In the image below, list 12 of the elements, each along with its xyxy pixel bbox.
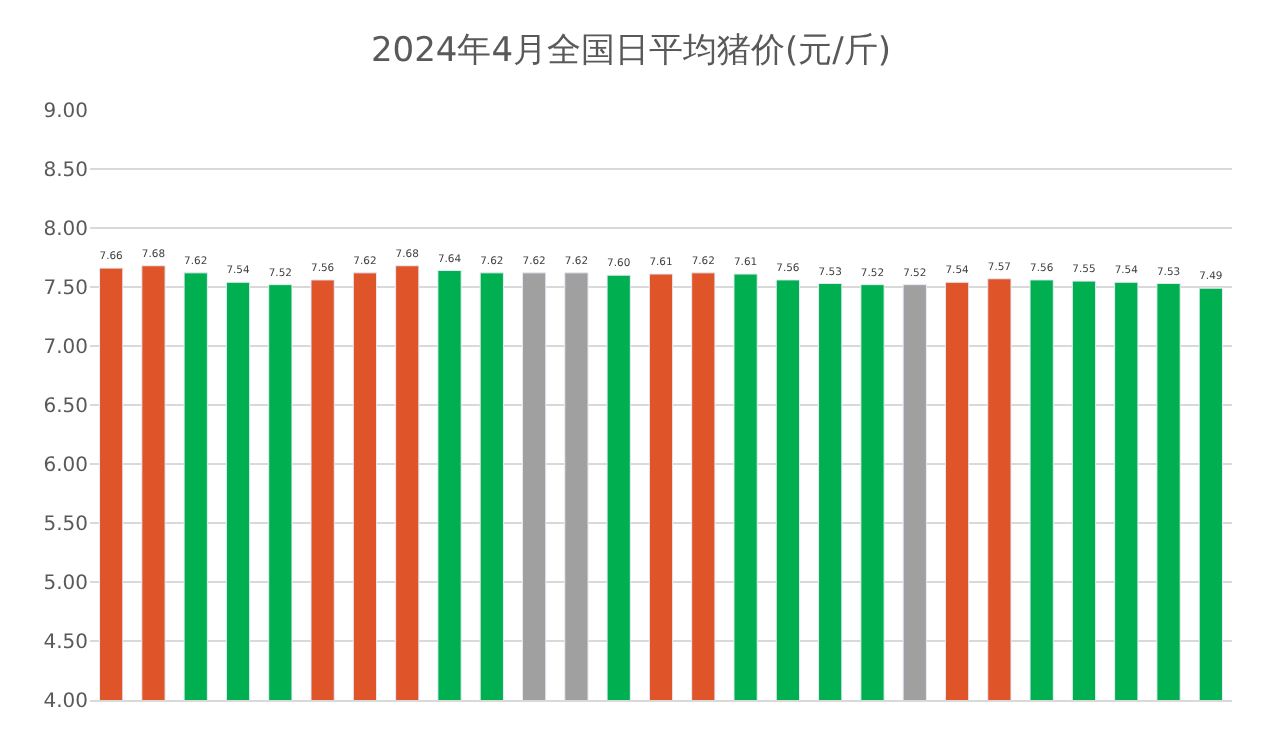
y-tick-label: 5.50 xyxy=(43,514,88,536)
y-tick-label: 7.50 xyxy=(43,278,88,300)
y-tick-label: 7.00 xyxy=(43,337,88,359)
chart-title: 2024年4月全国日平均猪价(元/斤) xyxy=(370,31,892,72)
y-tick-label: 4.50 xyxy=(43,632,88,654)
y-tick-label: 8.00 xyxy=(43,219,88,241)
y-tick-label: 6.50 xyxy=(43,396,88,418)
y-tick-label: 6.00 xyxy=(43,455,88,477)
y-tick-label: 5.00 xyxy=(43,573,88,595)
y-tick-label: 4.00 xyxy=(43,691,88,713)
y-tick-label: 8.50 xyxy=(43,160,88,182)
y-tick-label: 9.00 xyxy=(43,101,88,123)
